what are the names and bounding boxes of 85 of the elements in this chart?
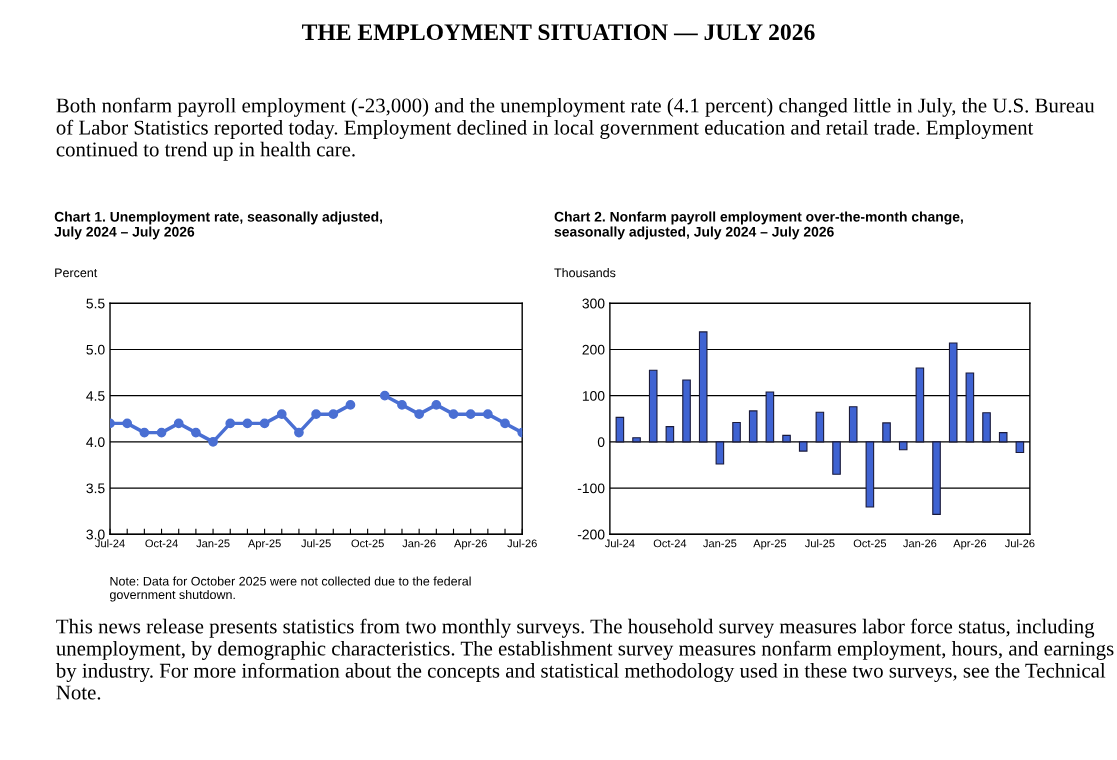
point: [242, 418, 253, 429]
x-tick-label: Oct-24: [145, 539, 178, 548]
y-axis-title: Percent: [55, 268, 98, 278]
y-tick-label: -100: [577, 483, 605, 494]
y-tick-label: 5.0: [86, 344, 105, 355]
bar: [748, 410, 758, 443]
bar: [682, 379, 691, 443]
bar: [965, 372, 975, 443]
point: [345, 400, 356, 410]
point: [500, 418, 510, 429]
point: [294, 427, 304, 438]
bar: [765, 391, 775, 443]
point: [397, 400, 407, 410]
point: [191, 427, 201, 438]
y-tick-label: 300: [582, 298, 605, 309]
bar: [915, 367, 925, 443]
point: [328, 409, 339, 420]
x-tick-label: Jul-26: [1004, 539, 1035, 548]
bar: [648, 369, 658, 443]
bar: [632, 437, 641, 443]
point: [311, 409, 321, 420]
x-tick-label: Oct-25: [853, 539, 887, 548]
point: [276, 409, 287, 420]
bar: [948, 342, 958, 443]
point: [482, 409, 493, 420]
bar: [848, 406, 858, 443]
y-axis-title: Thousands: [554, 268, 616, 278]
text: Both nonfarm payroll employment (-23,000) and the unemployment rate (4.1 percent) changed little in July, the U.S. Bureau of Labor Statistics reported today. Employment declined in local government education and retail trade. Employment continued to trend up in health care.: [56, 97, 1095, 161]
x-tick-label: Oct-24: [653, 539, 687, 548]
x-tick-label: Jul-24: [95, 539, 125, 548]
bar: [998, 432, 1008, 443]
y-tick-label: 5.5: [86, 298, 105, 309]
y-tick-label: 100: [582, 390, 605, 401]
bar: [882, 422, 891, 443]
point: [225, 418, 236, 429]
bar: [615, 416, 625, 443]
point: [139, 427, 150, 438]
y-tick-label: -200: [577, 529, 605, 540]
point: [414, 409, 425, 420]
y-tick-label: 4.0: [86, 437, 105, 448]
chart-title: Chart 2. Nonfarm payroll employment over-the-month change, seasonally adjusted, July 2024 – July 2026: [554, 211, 963, 240]
point: [122, 418, 133, 429]
chart-title: Chart 1. Unemployment rate, seasonally adjusted, July 2024 – July 2026: [54, 211, 383, 240]
x-tick-label: Jan-26: [903, 539, 937, 548]
x-tick-label: Jan-25: [196, 539, 230, 548]
text: Note: Data for October 2025 were not collected due to the federal government shutdown.: [109, 576, 471, 602]
point: [431, 400, 442, 410]
x-tick-label: Jan-25: [703, 539, 737, 548]
x-tick-label: Jul-25: [301, 539, 331, 548]
point: [379, 390, 390, 401]
bar: [898, 441, 908, 451]
bar: [815, 411, 825, 443]
x-tick-label: Apr-25: [247, 539, 281, 550]
point: [208, 437, 218, 447]
y-tick-label: 4.5: [86, 391, 105, 401]
bar: [798, 441, 808, 452]
bar: [715, 441, 725, 465]
x-tick-label: Jul-24: [604, 539, 635, 548]
x-tick-label: Oct-25: [351, 539, 384, 548]
point: [465, 409, 476, 420]
x-tick-label: Apr-26: [953, 539, 987, 550]
bar: [865, 441, 875, 508]
x-tick-label: Apr-25: [753, 539, 787, 550]
bar: [1015, 441, 1025, 454]
bar: [732, 421, 741, 443]
x-tick-label: Apr-26: [454, 539, 487, 550]
text: THE EMPLOYMENT SITUATION — JULY 2026: [302, 24, 815, 41]
text: This news release presents statistics from two monthly surveys. The household survey measures labor force status, including unemployment, by demographic characteristics. The establishment survey measures nonfarm employment, hours, and earnings by industry. For more information about the concepts and statistical methodology used in these two surveys, see the Technical Note.: [55, 618, 1114, 700]
y-tick-label: 200: [582, 344, 605, 355]
point: [259, 418, 270, 429]
y-tick-label: 3.0: [86, 529, 105, 540]
bar: [698, 331, 708, 443]
bar: [782, 434, 791, 443]
y-tick-label: 0: [597, 437, 605, 448]
x-tick-label: Jul-26: [507, 539, 537, 548]
point: [156, 427, 167, 438]
bar: [832, 441, 841, 475]
point: [173, 418, 184, 429]
x-tick-label: Jul-25: [804, 539, 835, 548]
bar: [932, 441, 941, 515]
x-tick-label: Jan-26: [402, 539, 436, 548]
bar: [665, 426, 675, 443]
y-tick-label: 3.5: [86, 483, 105, 494]
bar: [982, 412, 991, 443]
point: [448, 409, 459, 420]
